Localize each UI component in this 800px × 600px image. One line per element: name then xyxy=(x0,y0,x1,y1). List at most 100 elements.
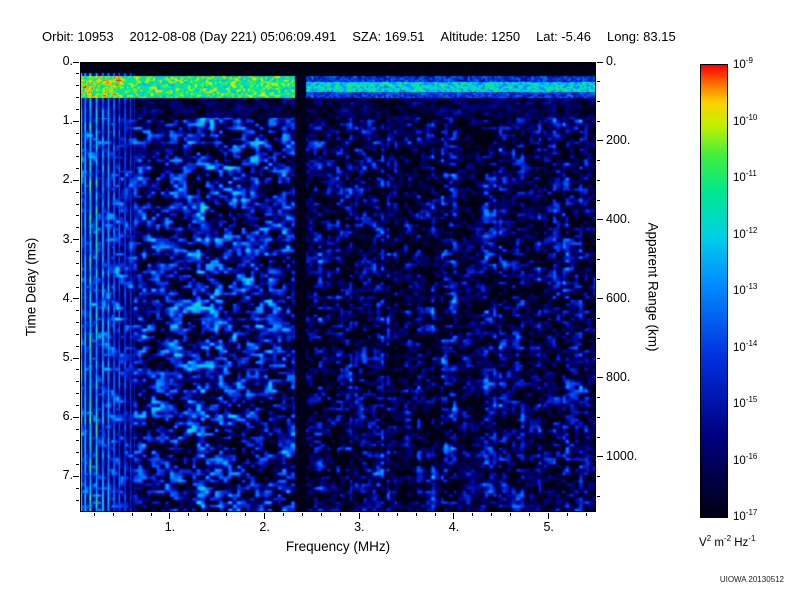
y2-tick-label: 1000. xyxy=(606,448,638,463)
x-tick-label: 5. xyxy=(543,520,554,534)
y-axis-label: Time Delay (ms) xyxy=(23,237,39,337)
header-field: Long: 83.15 xyxy=(607,29,676,44)
x-minor-tick xyxy=(245,513,247,516)
y-major-tick xyxy=(73,61,79,63)
x-minor-tick xyxy=(586,513,588,516)
y-tick-label: 3. xyxy=(62,231,73,246)
y-tick-label: 4. xyxy=(62,290,73,305)
header-field: SZA: 169.51 xyxy=(352,29,425,44)
y2-major-tick xyxy=(597,140,603,142)
x-minor-tick xyxy=(396,513,398,516)
x-major-tick xyxy=(358,513,360,519)
x-minor-tick xyxy=(320,513,322,516)
y-tick-label: 2. xyxy=(62,172,73,187)
header-field: Altitude: 1250 xyxy=(440,29,521,44)
x-tick-label: 3. xyxy=(354,520,365,534)
y-minor-tick xyxy=(76,428,79,430)
y-minor-tick xyxy=(76,73,79,75)
y-minor-tick xyxy=(76,191,79,193)
y-tick-label: 6. xyxy=(62,409,73,424)
y-minor-tick xyxy=(76,262,79,264)
y-minor-tick xyxy=(76,310,79,312)
y2-minor-tick xyxy=(597,278,600,280)
y-major-tick xyxy=(73,239,79,241)
x-major-tick xyxy=(548,513,550,519)
y-minor-tick xyxy=(76,286,79,288)
y2-minor-tick xyxy=(597,120,600,122)
y-tick-label: 7. xyxy=(62,468,73,483)
x-minor-tick xyxy=(150,513,152,516)
y2-tick-label: 800. xyxy=(606,369,631,384)
colorbar-tick-label: 10-16 xyxy=(733,451,758,467)
y2-major-tick xyxy=(597,298,603,300)
observation-header: Orbit: 10953 2012-08-08 (Day 221) 05:06:0… xyxy=(42,29,692,44)
colorbar-gradient xyxy=(701,65,727,517)
y-major-tick xyxy=(73,179,79,181)
y-minor-tick xyxy=(76,440,79,442)
x-minor-tick xyxy=(226,513,228,516)
y2-minor-tick xyxy=(597,436,600,438)
x-minor-tick xyxy=(283,513,285,516)
colorbar xyxy=(700,64,728,518)
y2-tick-label: 0. xyxy=(606,54,617,68)
x-minor-tick xyxy=(131,513,133,516)
y2-minor-tick xyxy=(597,258,600,260)
y-major-tick xyxy=(73,416,79,418)
y-minor-tick xyxy=(76,452,79,454)
x-minor-tick xyxy=(415,513,417,516)
y2-minor-tick xyxy=(597,495,600,497)
y2-major-tick xyxy=(597,61,603,63)
y2-major-tick xyxy=(597,219,603,221)
x-minor-tick xyxy=(93,513,95,516)
x-axis-label: Frequency (MHz) xyxy=(285,539,391,554)
colorbar-units-label: V2 m-2 Hz-1 xyxy=(699,534,756,549)
y-major-tick xyxy=(73,298,79,300)
x-minor-tick xyxy=(207,513,209,516)
x-minor-tick xyxy=(434,513,436,516)
y2-minor-tick xyxy=(597,81,600,83)
y2-tick-label: 200. xyxy=(606,132,631,147)
y-major-tick xyxy=(73,120,79,122)
y2-minor-tick xyxy=(597,397,600,399)
x-minor-tick xyxy=(510,513,512,516)
spectrogram-canvas xyxy=(81,63,595,511)
header-field: Orbit: 10953 xyxy=(42,29,114,44)
y2-minor-tick xyxy=(597,100,600,102)
colorbar-tick-label: 10-14 xyxy=(733,338,758,354)
colorbar-tick-label: 10-15 xyxy=(733,395,758,410)
y-minor-tick xyxy=(76,345,79,347)
y2-minor-tick xyxy=(597,357,600,359)
y-minor-tick xyxy=(76,156,79,158)
colorbar-tick-label: 10-12 xyxy=(733,225,758,241)
y-minor-tick xyxy=(76,487,79,489)
y-minor-tick xyxy=(76,369,79,371)
x-tick-label: 2. xyxy=(259,520,270,534)
x-major-tick xyxy=(453,513,455,519)
x-major-tick xyxy=(264,513,266,519)
y2-minor-tick xyxy=(597,179,600,181)
colorbar-tick-label: 10-9 xyxy=(733,56,753,71)
colorbar-tick-label: 10-10 xyxy=(733,112,758,128)
x-minor-tick xyxy=(491,513,493,516)
header-field: Lat: -5.46 xyxy=(536,29,591,44)
y2-minor-tick xyxy=(597,475,600,477)
y-minor-tick xyxy=(76,85,79,87)
y-minor-tick xyxy=(76,144,79,146)
y2-major-tick xyxy=(597,377,603,379)
y2-minor-tick xyxy=(597,337,600,339)
y2-minor-tick xyxy=(597,416,600,418)
x-tick-label: 4. xyxy=(448,520,460,534)
y-tick-label: 5. xyxy=(62,350,73,365)
y-minor-tick xyxy=(76,108,79,110)
x-minor-tick xyxy=(472,513,474,516)
y2-major-tick xyxy=(597,456,603,458)
spectrogram-plot-area xyxy=(80,62,596,512)
y-tick-label: 0. xyxy=(62,54,73,68)
y2-minor-tick xyxy=(597,199,600,201)
y-minor-tick xyxy=(76,203,79,205)
y2-tick-label: 400. xyxy=(606,211,631,226)
y-minor-tick xyxy=(76,381,79,383)
colorbar-tick-label: 10-13 xyxy=(733,282,758,297)
y-minor-tick xyxy=(76,97,79,99)
y-minor-tick xyxy=(76,404,79,406)
